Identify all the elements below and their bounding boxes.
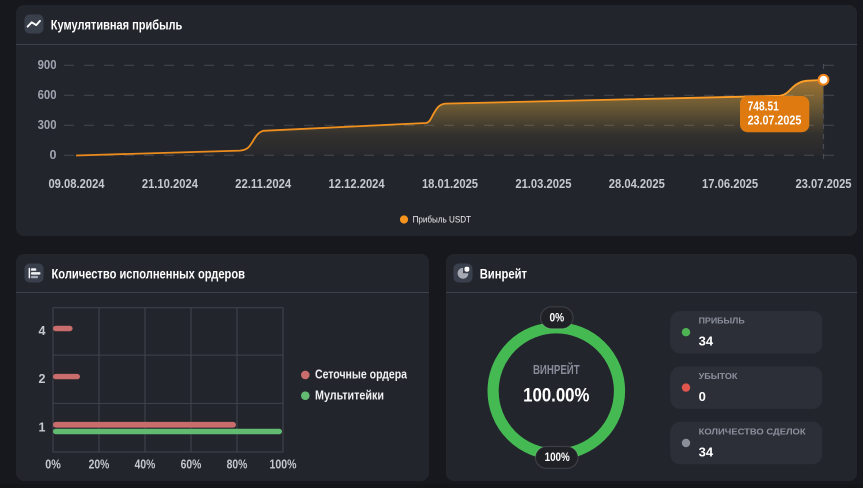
svg-text:20%: 20% — [89, 458, 110, 472]
svg-text:80%: 80% — [227, 458, 248, 472]
svg-text:748.51: 748.51 — [748, 99, 779, 113]
svg-text:18.01.2025: 18.01.2025 — [422, 177, 478, 191]
svg-text:ПРИБЫЛЬ: ПРИБЫЛЬ — [699, 316, 745, 326]
svg-text:0: 0 — [699, 389, 706, 404]
svg-text:28.04.2025: 28.04.2025 — [609, 177, 665, 191]
svg-text:ВИНРЕЙТ: ВИНРЕЙТ — [533, 362, 580, 377]
svg-text:40%: 40% — [135, 458, 156, 472]
svg-text:0%: 0% — [45, 458, 61, 472]
svg-text:Сеточные ордера: Сеточные ордера — [315, 368, 408, 382]
svg-text:100%: 100% — [270, 458, 297, 472]
svg-text:300: 300 — [38, 118, 57, 132]
svg-text:23.07.2025: 23.07.2025 — [795, 177, 851, 191]
svg-text:34: 34 — [699, 334, 714, 349]
svg-text:23.07.2025: 23.07.2025 — [748, 113, 802, 127]
svg-text:Мультитейки: Мультитейки — [315, 389, 384, 403]
svg-text:21.03.2025: 21.03.2025 — [515, 177, 571, 191]
svg-text:21.10.2024: 21.10.2024 — [142, 177, 198, 191]
svg-text:60%: 60% — [181, 458, 202, 472]
svg-text:УБЫТОК: УБЫТОК — [699, 371, 739, 381]
svg-text:34: 34 — [699, 444, 714, 459]
svg-text:1: 1 — [39, 421, 46, 435]
svg-text:0%: 0% — [549, 310, 564, 324]
svg-text:Винрейт: Винрейт — [480, 266, 528, 281]
svg-text:Прибыль USDT: Прибыль USDT — [413, 215, 472, 225]
svg-text:22.11.2024: 22.11.2024 — [235, 177, 291, 191]
svg-text:09.08.2024: 09.08.2024 — [48, 177, 104, 191]
svg-text:Количество исполненных ордеров: Количество исполненных ордеров — [52, 266, 246, 281]
svg-text:900: 900 — [38, 58, 57, 72]
svg-text:Кумулятивная прибыль: Кумулятивная прибыль — [51, 18, 183, 33]
svg-text:КОЛИЧЕСТВО СДЕЛОК: КОЛИЧЕСТВО СДЕЛОК — [699, 426, 807, 436]
svg-text:2: 2 — [39, 372, 46, 386]
svg-text:12.12.2024: 12.12.2024 — [329, 177, 385, 191]
svg-text:4: 4 — [39, 324, 46, 338]
svg-text:100%: 100% — [545, 450, 570, 464]
svg-text:100.00%: 100.00% — [523, 384, 589, 406]
svg-text:600: 600 — [38, 88, 57, 102]
svg-text:17.06.2025: 17.06.2025 — [702, 177, 758, 191]
svg-text:0: 0 — [50, 148, 57, 162]
